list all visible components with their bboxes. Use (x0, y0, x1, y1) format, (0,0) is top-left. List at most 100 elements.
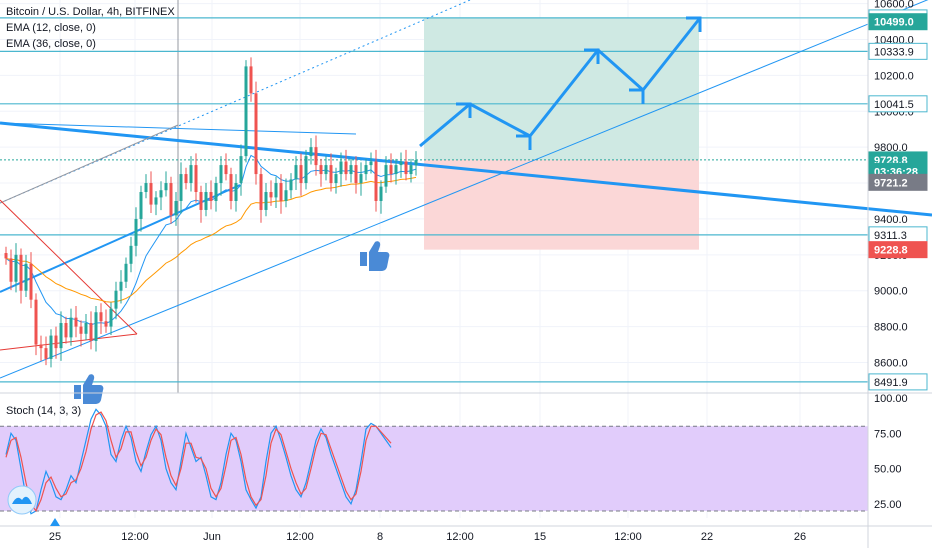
candle-body (14, 254, 18, 282)
x-tick-label: 26 (794, 531, 806, 543)
x-tick-label: 12:00 (614, 531, 642, 543)
stoch-y-tick-label: 50.00 (874, 464, 902, 476)
legend-stoch: Stoch (14, 3, 3) (6, 405, 82, 417)
candle-body (274, 183, 278, 198)
price-badge-label: 10499.0 (874, 17, 914, 29)
candle-body (314, 147, 318, 166)
candle-body (129, 245, 133, 264)
price-badge-label: 10333.9 (874, 46, 914, 58)
x-tick-label: 12:00 (446, 531, 474, 543)
stoch-k-line (5, 408, 392, 515)
arrow-head (456, 102, 472, 118)
price-badge (868, 241, 928, 259)
candle-body (384, 165, 388, 187)
candle-body (64, 323, 68, 338)
candle-body (19, 254, 23, 291)
price-badge-label: 10041.5 (874, 99, 914, 111)
candle-body (199, 192, 203, 210)
candle-body (134, 218, 138, 246)
thumb-icons (74, 241, 390, 404)
candle-body (319, 165, 323, 175)
y-tick-label: 10200.0 (874, 70, 914, 82)
stoch-y-tick-label: 75.00 (874, 428, 902, 440)
candle-body (119, 281, 123, 291)
candle-body (44, 348, 48, 359)
horizontal-levels (0, 17, 868, 383)
candle-body (229, 174, 233, 201)
candle-body (209, 192, 213, 201)
candle-body (89, 323, 93, 341)
candle-body (224, 165, 228, 175)
thumbs-up-icon (360, 241, 390, 271)
support-trendline (0, 0, 929, 379)
stoch-panel (0, 392, 932, 515)
position-zones (424, 17, 699, 250)
candle-body (204, 192, 208, 210)
y-tick-label: 8600.0 (874, 357, 908, 369)
candle-body (154, 197, 158, 205)
candle-body (334, 174, 338, 184)
stoch-y-tick-label: 100.00 (874, 393, 908, 405)
y-tick-label: 9000.0 (874, 286, 908, 298)
candle-body (39, 344, 43, 349)
target-zone (424, 17, 699, 160)
wedge-upper-line (0, 199, 138, 335)
candle-body (364, 165, 368, 175)
candle-body (214, 183, 218, 201)
candle-body (404, 161, 408, 175)
x-tick-label: 22 (701, 531, 713, 543)
projection-arrows (419, 16, 702, 150)
candle-body (124, 263, 128, 282)
candle-body (164, 183, 168, 191)
price-badge-label: 9311.3 (874, 230, 907, 242)
candle-body (394, 165, 398, 175)
candle-body (399, 161, 403, 166)
arrow-head (686, 16, 702, 32)
candle-body (374, 161, 378, 201)
candle-body (99, 312, 103, 322)
candle-body (304, 156, 308, 184)
legend-title: Bitcoin / U.S. Dollar, 4h, BITFINEX (6, 6, 175, 18)
candle-body (249, 66, 253, 94)
candle-body (149, 183, 153, 205)
grey-channel-line (0, 124, 179, 204)
y-tick-label: 8800.0 (874, 322, 908, 334)
x-tick-label: 12:00 (286, 531, 314, 543)
arrow-head (584, 48, 600, 64)
stop-zone (424, 159, 699, 250)
candle-body (269, 192, 273, 198)
price-badge (868, 13, 928, 31)
candle-body (244, 66, 248, 157)
stoch-band (0, 426, 868, 511)
arrow-head (629, 88, 645, 104)
tradingview-logo-mark (12, 496, 32, 504)
x-tick-label: Jun (203, 531, 221, 543)
projection-path (419, 17, 702, 148)
y-tick-label: 9400.0 (874, 214, 908, 226)
candle-body (264, 192, 268, 210)
candle-body (344, 161, 348, 175)
x-tick-label: 15 (534, 531, 546, 543)
candle-body (369, 161, 373, 166)
candle-body (9, 258, 13, 282)
candle-body (189, 165, 193, 184)
candle-body (24, 263, 28, 291)
price-badge (868, 173, 928, 191)
candle-body (284, 190, 288, 201)
candle-body (354, 165, 358, 184)
candle-body (54, 335, 58, 349)
candle-body (414, 160, 418, 166)
candle-body (259, 174, 263, 210)
candle-body (219, 165, 223, 184)
candle-body (184, 174, 188, 184)
candle-body (324, 165, 328, 175)
ema36-line (5, 176, 417, 303)
candle-body (74, 317, 78, 327)
candle-body (309, 147, 313, 157)
candle-body (409, 165, 413, 175)
candle-body (139, 192, 143, 219)
candle-body (34, 299, 38, 345)
legend-ema36: EMA (36, close, 0) (6, 38, 96, 50)
